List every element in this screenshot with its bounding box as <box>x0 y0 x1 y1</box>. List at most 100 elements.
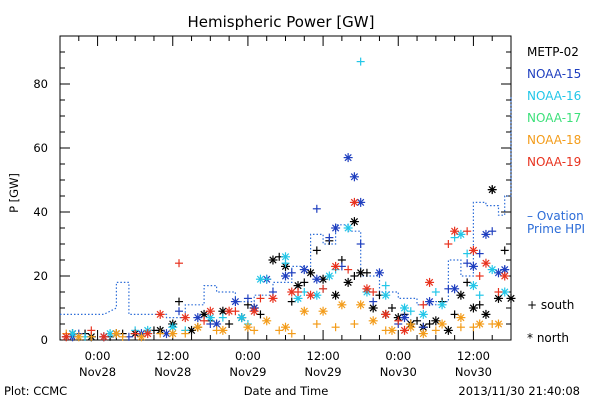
south-marker <box>175 297 184 306</box>
north-marker <box>450 284 460 294</box>
south-marker <box>356 57 365 66</box>
north-marker <box>299 265 309 275</box>
north-marker <box>180 313 190 323</box>
north-marker <box>312 274 322 284</box>
north-marker <box>331 290 341 300</box>
south-marker <box>175 259 184 268</box>
south-marker <box>463 278 472 287</box>
north-marker <box>281 271 290 281</box>
south-marker <box>463 227 472 236</box>
south-marker <box>350 320 359 328</box>
north-marker <box>349 217 359 227</box>
north-marker <box>493 319 503 329</box>
south-marker <box>175 307 184 316</box>
legend-entry: NOAA-19 <box>527 155 581 169</box>
south-marker <box>475 300 484 309</box>
south-marker <box>494 288 503 296</box>
x-tick-label-date: Nov29 <box>229 365 266 379</box>
south-marker <box>413 316 422 325</box>
north-marker <box>306 268 316 278</box>
north-marker <box>437 319 447 329</box>
south-marker <box>256 294 265 303</box>
north-marker <box>243 322 253 332</box>
x-tick-label-time: 12:00 <box>156 349 189 363</box>
north-marker <box>337 300 347 310</box>
north-marker <box>287 287 297 297</box>
north-marker <box>187 325 197 335</box>
north-marker <box>230 297 240 307</box>
south-marker <box>463 249 472 258</box>
south-marker <box>475 291 484 300</box>
north-marker <box>343 277 353 287</box>
south-marker <box>469 323 478 332</box>
south-marker <box>200 316 209 325</box>
x-tick-label-time: 12:00 <box>307 349 340 363</box>
footer-left: Plot: CCMC <box>4 384 67 398</box>
legend-entry: NOAA-17 <box>527 111 581 125</box>
north-marker <box>193 322 203 332</box>
south-marker <box>356 240 365 248</box>
north-marker <box>205 306 215 316</box>
north-marker <box>493 268 503 278</box>
x-tick-label-time: 12:00 <box>457 349 490 363</box>
south-marker <box>312 246 321 255</box>
y-tick-label: 0 <box>41 333 48 347</box>
north-marker <box>356 300 366 310</box>
y-tick-label: 20 <box>33 269 48 283</box>
north-marker <box>425 297 435 307</box>
north-marker <box>281 322 290 332</box>
north-marker <box>68 329 78 339</box>
north-marker <box>437 300 447 310</box>
north-marker <box>418 309 428 319</box>
x-tick-label-date: Nov29 <box>305 365 342 379</box>
north-marker <box>193 313 203 323</box>
north-marker <box>362 284 372 294</box>
south-marker <box>475 249 484 258</box>
south-marker <box>381 281 390 290</box>
north-marker <box>406 322 416 332</box>
north-marker <box>431 316 441 326</box>
south-marker <box>118 332 127 341</box>
north-marker <box>255 274 265 284</box>
y-tick-label: 80 <box>33 77 48 91</box>
south-marker <box>325 233 334 242</box>
north-marker <box>343 153 353 163</box>
south-marker <box>319 284 328 293</box>
north-marker <box>318 306 328 316</box>
x-tick-label-date: Nov30 <box>380 365 417 379</box>
north-marker <box>331 261 341 271</box>
x-tick-label-date: Nov28 <box>154 365 191 379</box>
x-tick-label-time: 0:00 <box>85 349 111 363</box>
ovation-step-line <box>60 96 512 319</box>
south-marker <box>475 272 484 280</box>
south-marker <box>419 300 428 309</box>
north-marker <box>487 185 497 195</box>
north-marker <box>481 258 491 268</box>
x-axis-label: Date and Time <box>244 384 329 398</box>
plot-area-frame <box>59 35 512 341</box>
north-marker <box>74 332 84 342</box>
north-marker <box>155 309 165 319</box>
south-marker <box>131 329 140 338</box>
north-marker <box>468 281 478 291</box>
legend-entry: NOAA-16 <box>527 89 581 103</box>
north-marker <box>481 309 491 319</box>
north-marker <box>136 332 146 342</box>
south-marker <box>243 294 252 303</box>
south-marker <box>300 278 309 287</box>
north-marker <box>443 325 453 335</box>
south-marker <box>156 329 165 338</box>
footer-right: 2013/11/30 21:40:08 <box>458 384 580 398</box>
north-marker <box>493 293 503 303</box>
north-marker <box>456 313 466 323</box>
marker-legend-north: * north <box>527 331 569 345</box>
y-axis-label: P [GW] <box>7 173 21 213</box>
legend-entry-ovation: – Ovation <box>527 209 584 223</box>
south-marker <box>344 265 353 274</box>
south-marker <box>450 310 459 319</box>
legend-entry: NOAA-18 <box>527 133 581 147</box>
north-marker <box>481 229 491 239</box>
north-marker <box>168 329 178 339</box>
north-marker <box>468 303 478 313</box>
north-marker <box>168 322 178 332</box>
